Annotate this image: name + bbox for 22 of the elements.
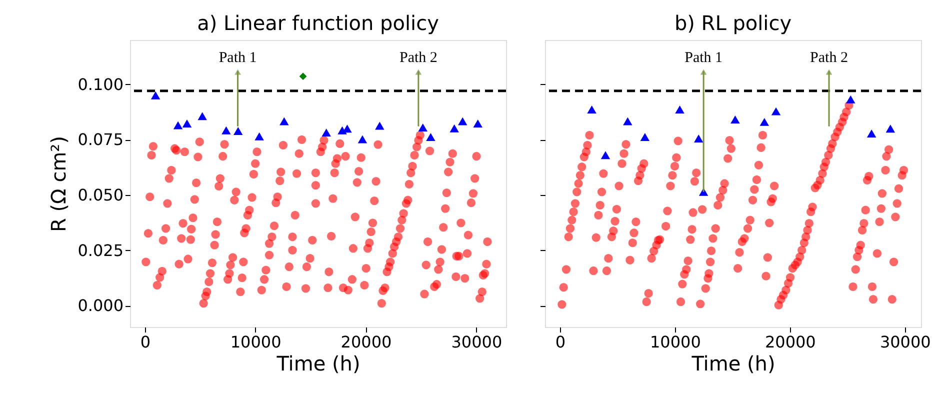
y-tick-label: 0.050 [78,186,124,205]
y-tick-label: 0.075 [78,130,124,150]
annotation: Path 1 [218,50,257,66]
chart-title: a) Linear function policy [197,11,440,35]
annotation: Path 2 [810,50,848,66]
y-tick-label: 0.025 [78,240,124,260]
y-tick-label: 0.000 [78,296,124,316]
annotation: Path 1 [684,50,723,66]
y-tick-label: 0.100 [78,74,124,94]
x-tick-label: 10000 [230,332,282,352]
x-axis-title: Time (h) [690,352,776,376]
x-tick-label: 10000 [650,332,701,352]
x-tick-label: 20000 [340,332,392,352]
chart-title: b) RL policy [674,11,792,35]
x-tick-label: 30000 [880,332,931,352]
x-axis-title: Time (h) [276,352,360,376]
x-tick-label: 20000 [764,332,816,352]
annotation: Path 2 [399,50,438,66]
x-tick-label: 30000 [451,332,502,352]
x-tick-label: 0 [555,332,566,352]
y-axis-title: R (Ω cm²) [46,136,71,232]
x-tick-label: 0 [140,332,150,352]
